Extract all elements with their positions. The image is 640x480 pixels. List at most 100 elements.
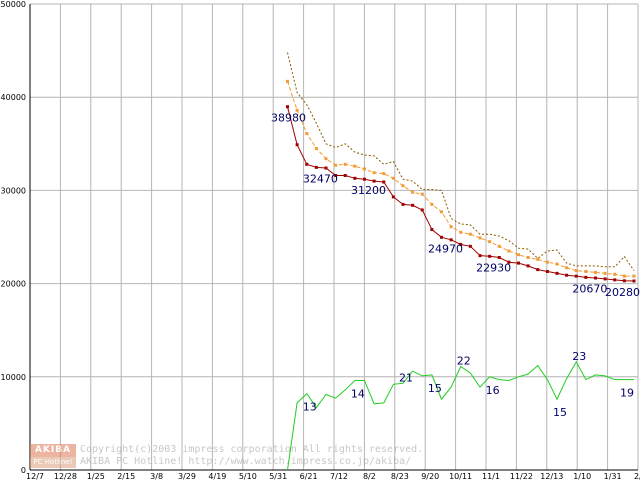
- y-tick-label: 50000: [1, 0, 26, 9]
- logo-bottom-text: PC Hotline!: [30, 457, 76, 468]
- x-tick-label: 3/29: [178, 472, 196, 480]
- series-point-1: [353, 164, 357, 168]
- series-point-2: [555, 271, 559, 275]
- series-point-2: [517, 261, 520, 265]
- x-tick-label: 11/1: [482, 472, 500, 480]
- series-point-1: [334, 163, 338, 167]
- series-point-2: [449, 238, 453, 242]
- x-tick-label: 12/28: [54, 472, 77, 480]
- series-point-2: [430, 228, 434, 232]
- series-point-2: [401, 202, 405, 206]
- series-point-2: [545, 269, 549, 273]
- data-label: 20670: [572, 282, 607, 295]
- series-point-1: [497, 244, 501, 248]
- series-point-2: [391, 195, 395, 199]
- count-label: 23: [572, 350, 586, 363]
- series-point-1: [517, 253, 520, 257]
- count-label: 19: [620, 387, 634, 400]
- x-tick-label: 2/21: [634, 472, 640, 480]
- series-point-2: [286, 105, 289, 109]
- series-point-1: [565, 266, 569, 270]
- series-point-2: [478, 254, 482, 258]
- site-url-text: AKIBA PC Hotline! http://www.watch.impre…: [80, 456, 412, 467]
- series-point-1: [382, 172, 386, 176]
- series-point-2: [420, 208, 424, 212]
- series-point-2: [305, 162, 309, 166]
- series-point-2: [382, 180, 386, 184]
- series-point-2: [622, 279, 626, 283]
- series-point-2: [295, 143, 299, 147]
- series-point-2: [565, 273, 569, 277]
- series-point-1: [295, 108, 299, 112]
- series-point-1: [613, 272, 617, 276]
- series-point-1: [574, 269, 578, 273]
- series-point-1: [286, 79, 289, 83]
- series-point-2: [372, 179, 376, 183]
- x-tick-label: 12/7: [26, 472, 44, 480]
- series-point-2: [497, 256, 501, 260]
- count-label: 14: [351, 388, 365, 401]
- series-point-2: [507, 260, 511, 264]
- series-point-2: [584, 275, 588, 279]
- series-point-2: [353, 176, 357, 180]
- series-point-1: [584, 269, 588, 273]
- data-label: 20280: [605, 286, 640, 299]
- series-point-1: [324, 157, 328, 161]
- series-point-1: [459, 230, 463, 234]
- series-point-2: [334, 173, 338, 177]
- series-point-1: [468, 232, 472, 236]
- x-tick-label: 8/23: [391, 472, 409, 480]
- x-tick-label: 8/2: [363, 472, 376, 480]
- series-point-2: [574, 274, 578, 278]
- series-point-2: [363, 177, 366, 181]
- series-point-2: [603, 277, 607, 281]
- x-tick-label: 9/20: [421, 472, 439, 480]
- x-tick-label: 5/31: [269, 472, 287, 480]
- x-tick-label: 2/15: [117, 472, 135, 480]
- series-point-1: [372, 171, 376, 175]
- x-tick-label: 5/10: [239, 472, 257, 480]
- series-point-1: [343, 162, 347, 166]
- series-point-2: [314, 165, 318, 169]
- x-tick-label: 6/21: [300, 472, 318, 480]
- series-point-1: [305, 132, 309, 136]
- x-tick-label: 11/22: [510, 472, 533, 480]
- x-tick-labels: 12/7 12/28 1/25 2/15 3/8 3/29 4/19 5/10 5/31 6/21…: [26, 472, 640, 480]
- count-label: 15: [553, 406, 567, 419]
- watermark: AKIBA PC Hotline! Copyright(c)2003 impre…: [30, 444, 590, 470]
- series-point-1: [526, 256, 530, 260]
- x-tick-label: 10/11: [449, 472, 472, 480]
- series-point-2: [324, 166, 328, 170]
- series-point-1: [536, 257, 540, 261]
- series-point-2: [459, 242, 463, 246]
- grid: [29, 3, 639, 471]
- y-tick-label: 10000: [1, 373, 26, 382]
- series-point-1: [420, 192, 424, 196]
- series-point-1: [545, 260, 549, 264]
- x-tick-label: 12/13: [540, 472, 563, 480]
- copyright-text: Copyright(c)2003 impress corporation All…: [80, 444, 424, 455]
- series-point-1: [603, 271, 607, 275]
- x-tick-label: 3/8: [150, 472, 163, 480]
- x-tick-label: 1/25: [87, 472, 105, 480]
- series-point-2: [343, 173, 347, 177]
- x-tick-label: 1/10: [573, 472, 591, 480]
- data-label: 24970: [428, 242, 463, 255]
- data-label: 32470: [303, 172, 338, 185]
- data-label: 31200: [351, 184, 386, 197]
- series-point-1: [478, 236, 482, 240]
- series-point-2: [411, 203, 415, 207]
- count-label: 15: [428, 382, 442, 395]
- logo-top-text: AKIBA: [30, 444, 76, 457]
- series-point-1: [314, 146, 318, 150]
- series-point-2: [468, 244, 472, 248]
- y-tick-label: 0: [21, 466, 26, 475]
- series-line-0: [287, 52, 635, 271]
- axes: [29, 4, 638, 471]
- series-point-1: [555, 262, 559, 266]
- count-label: 16: [486, 384, 500, 397]
- data-label: 38980: [271, 112, 306, 125]
- series-point-2: [536, 268, 540, 272]
- series-point-1: [449, 225, 453, 229]
